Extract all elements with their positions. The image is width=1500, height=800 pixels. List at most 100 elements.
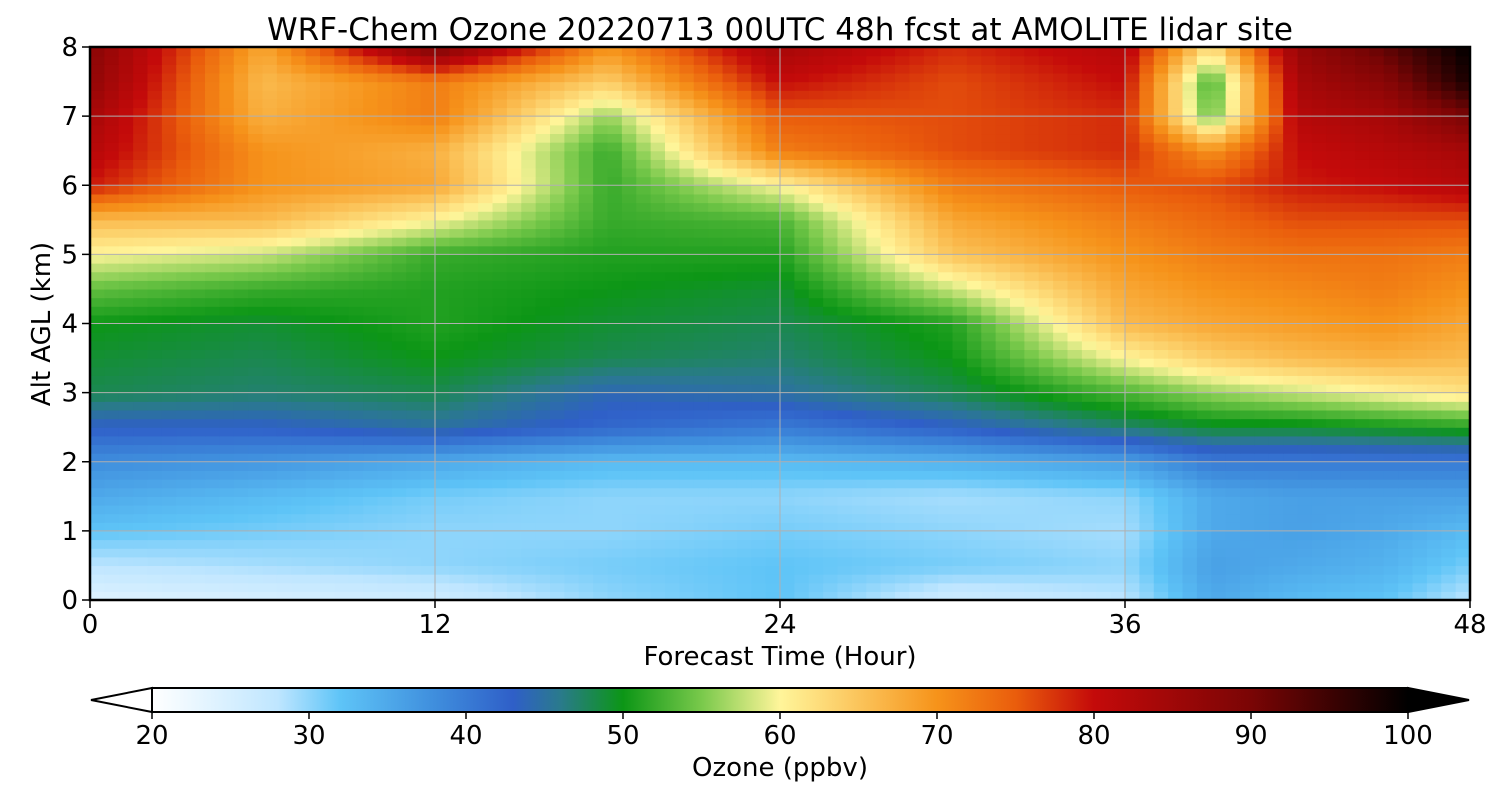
heatmap-cell bbox=[1441, 288, 1457, 299]
heatmap-cell bbox=[966, 202, 982, 212]
heatmap-cell bbox=[1110, 159, 1126, 169]
heatmap-cell bbox=[693, 280, 709, 290]
heatmap-cell bbox=[808, 548, 824, 558]
heatmap-cell bbox=[1455, 461, 1471, 471]
heatmap-cell bbox=[1326, 323, 1342, 333]
heatmap-cell bbox=[276, 556, 292, 567]
heatmap-cell bbox=[1268, 591, 1284, 601]
heatmap-cell bbox=[650, 280, 666, 290]
heatmap-cell bbox=[363, 530, 379, 541]
heatmap-cell bbox=[305, 349, 321, 359]
heatmap-cell bbox=[808, 453, 824, 463]
heatmap-cell bbox=[923, 366, 939, 376]
heatmap-cell bbox=[161, 228, 177, 238]
heatmap-cell bbox=[1383, 263, 1399, 273]
heatmap-cell bbox=[1355, 340, 1370, 351]
heatmap-cell bbox=[1398, 375, 1414, 385]
heatmap-cell bbox=[348, 539, 364, 549]
heatmap-cell bbox=[607, 193, 623, 204]
heatmap-cell bbox=[492, 176, 508, 186]
heatmap-cell bbox=[593, 288, 609, 299]
heatmap-cell bbox=[449, 392, 465, 402]
heatmap-cell bbox=[564, 375, 580, 385]
heatmap-cell bbox=[1225, 211, 1241, 221]
heatmap-cell bbox=[1110, 288, 1126, 299]
heatmap-cell bbox=[578, 150, 594, 160]
heatmap-cell bbox=[1168, 565, 1184, 575]
heatmap-cell bbox=[765, 591, 781, 601]
heatmap-cell bbox=[219, 366, 235, 376]
heatmap-cell bbox=[506, 470, 522, 480]
heatmap-cell bbox=[147, 323, 163, 333]
heatmap-cell bbox=[1196, 479, 1212, 489]
heatmap-cell bbox=[1211, 409, 1227, 420]
heatmap-cell bbox=[1340, 254, 1356, 264]
heatmap-cell bbox=[276, 254, 292, 264]
heatmap-cell bbox=[1355, 375, 1370, 385]
heatmap-cell bbox=[1311, 539, 1327, 549]
heatmap-cell bbox=[1426, 401, 1442, 411]
heatmap-cell bbox=[1067, 219, 1083, 230]
heatmap-cell bbox=[1426, 271, 1442, 281]
heatmap-cell bbox=[607, 418, 623, 428]
heatmap-cell bbox=[406, 332, 422, 342]
heatmap-cell bbox=[1383, 522, 1399, 532]
heatmap-cell bbox=[176, 530, 192, 541]
heatmap-cell bbox=[1441, 461, 1457, 471]
heatmap-cell bbox=[607, 539, 623, 549]
heatmap-cell bbox=[1340, 487, 1356, 497]
heatmap-cell bbox=[923, 254, 939, 264]
heatmap-cell bbox=[693, 271, 709, 281]
heatmap-cell bbox=[161, 358, 177, 368]
heatmap-cell bbox=[765, 332, 781, 342]
heatmap-cell bbox=[866, 504, 882, 515]
heatmap-cell bbox=[1024, 159, 1040, 169]
heatmap-cell bbox=[1153, 392, 1169, 402]
heatmap-cell bbox=[880, 504, 896, 515]
heatmap-cell bbox=[765, 539, 781, 549]
heatmap-cell bbox=[1053, 565, 1069, 575]
heatmap-cell bbox=[1196, 150, 1212, 160]
heatmap-cell bbox=[1268, 418, 1284, 428]
heatmap-cell bbox=[262, 271, 278, 281]
heatmap-cell bbox=[262, 548, 278, 558]
heatmap-cell bbox=[564, 314, 580, 325]
heatmap-cell bbox=[1096, 263, 1112, 273]
heatmap-cell bbox=[981, 574, 997, 584]
heatmap-cell bbox=[909, 254, 925, 264]
heatmap-cell bbox=[1426, 288, 1442, 299]
heatmap-cell bbox=[880, 159, 896, 169]
heatmap-cell bbox=[808, 504, 824, 515]
heatmap-cell bbox=[104, 392, 120, 402]
heatmap-cell bbox=[837, 314, 853, 325]
heatmap-cell bbox=[406, 409, 422, 420]
heatmap-cell bbox=[492, 418, 508, 428]
heatmap-cell bbox=[262, 522, 278, 532]
heatmap-cell bbox=[248, 150, 264, 160]
heatmap-cell bbox=[1297, 418, 1313, 428]
heatmap-cell bbox=[133, 574, 149, 584]
heatmap-cell bbox=[593, 340, 609, 351]
heatmap-cell bbox=[564, 280, 580, 290]
heatmap-cell bbox=[262, 159, 278, 169]
heatmap-cell bbox=[463, 401, 479, 411]
heatmap-cell bbox=[1340, 340, 1356, 351]
heatmap-cell bbox=[866, 219, 882, 230]
heatmap-cell bbox=[1441, 409, 1457, 420]
heatmap-cell bbox=[736, 539, 752, 549]
heatmap-cell bbox=[1441, 176, 1457, 186]
heatmap-cell bbox=[952, 332, 968, 342]
heatmap-cell bbox=[1067, 409, 1083, 420]
heatmap-cell bbox=[248, 504, 264, 515]
heatmap-cell bbox=[550, 539, 565, 549]
heatmap-cell bbox=[1024, 375, 1040, 385]
heatmap-cell bbox=[1268, 453, 1284, 463]
heatmap-cell bbox=[334, 349, 350, 359]
heatmap-cell bbox=[248, 237, 264, 247]
heatmap-cell bbox=[190, 444, 206, 454]
heatmap-cell bbox=[866, 409, 882, 420]
heatmap-cell bbox=[1211, 444, 1227, 454]
heatmap-cell bbox=[190, 401, 206, 411]
heatmap-cell bbox=[880, 237, 896, 247]
heatmap-cell bbox=[765, 409, 781, 420]
